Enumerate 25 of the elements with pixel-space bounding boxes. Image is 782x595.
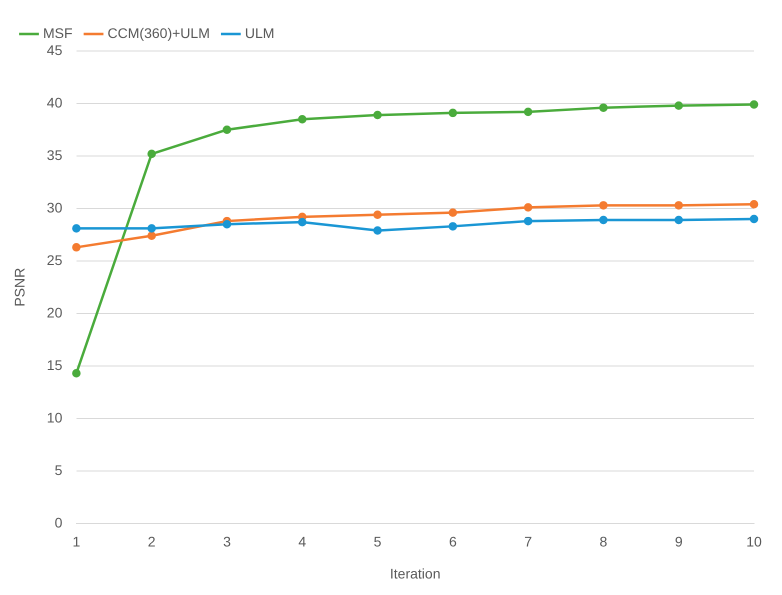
y-tick-label: 40 bbox=[46, 94, 63, 110]
x-tick-label: 1 bbox=[72, 534, 80, 550]
x-tick-label: 2 bbox=[148, 534, 156, 550]
x-tick-label: 7 bbox=[524, 534, 532, 550]
legend-label: CCM(360)+ULM bbox=[108, 24, 210, 41]
y-tick-label: 45 bbox=[46, 42, 63, 58]
y-tick-label: 30 bbox=[46, 199, 63, 216]
y-tick-label: 0 bbox=[54, 514, 63, 530]
y-tick-label: 15 bbox=[46, 356, 63, 373]
x-tick-label: 3 bbox=[223, 534, 232, 550]
x-tick-label: 9 bbox=[674, 534, 683, 550]
y-tick-label: 25 bbox=[46, 252, 63, 268]
legend-label: MSF bbox=[43, 24, 73, 41]
y-tick-label: 5 bbox=[54, 462, 63, 478]
x-tick-label: 10 bbox=[746, 534, 762, 550]
y-tick-label: 10 bbox=[46, 409, 63, 426]
x-axis-title: Iteration bbox=[390, 565, 440, 582]
x-tick-label: 8 bbox=[600, 534, 608, 550]
y-tick-label: 20 bbox=[46, 304, 63, 320]
y-tick-label: 35 bbox=[46, 146, 63, 163]
x-tick-label: 5 bbox=[374, 534, 382, 550]
x-tick-label: 6 bbox=[448, 534, 457, 550]
legend-label: ULM bbox=[244, 24, 274, 41]
x-tick-label: 4 bbox=[298, 534, 306, 550]
y-axis-title: PSNR bbox=[11, 268, 28, 307]
